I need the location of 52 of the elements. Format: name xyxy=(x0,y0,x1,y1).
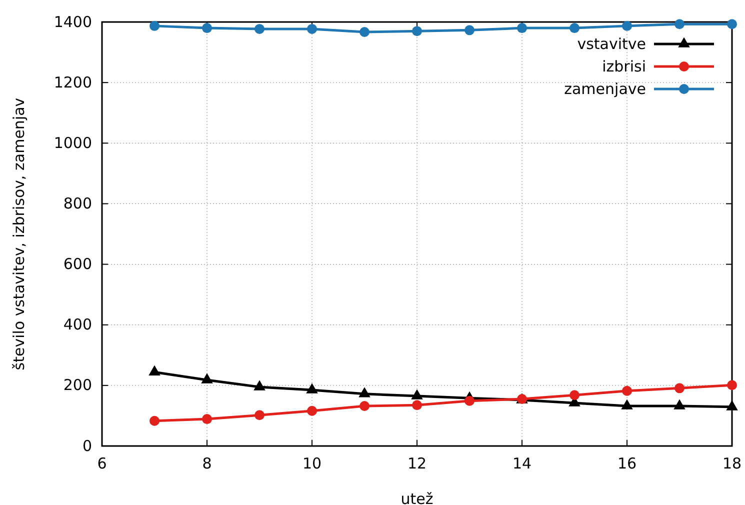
point xyxy=(570,23,580,34)
point xyxy=(411,389,423,400)
point xyxy=(201,373,213,384)
point xyxy=(621,399,633,410)
x-tick-label: 12 xyxy=(407,454,427,473)
y-tick-label: 800 xyxy=(63,194,92,213)
x-tick-label: 14 xyxy=(512,454,532,473)
legend-label: zamenjave xyxy=(564,80,646,98)
point xyxy=(358,387,370,398)
x-tick-label: 10 xyxy=(302,454,322,473)
point xyxy=(254,380,266,390)
point xyxy=(307,24,317,34)
x-axis-title: utež xyxy=(400,490,434,505)
point xyxy=(307,406,317,416)
point xyxy=(517,23,527,34)
legend-label: vstavitve xyxy=(577,35,646,53)
point xyxy=(306,383,318,394)
point xyxy=(360,26,370,37)
y-axis-title: število vstavitev, izbrisov, zamenjav xyxy=(10,98,28,370)
point xyxy=(148,365,160,376)
y-tick-label: 1000 xyxy=(54,134,92,152)
x-tick-label: 18 xyxy=(722,454,742,473)
point xyxy=(202,23,212,34)
legend-label: izbrisi xyxy=(602,58,646,76)
point xyxy=(726,400,738,410)
point xyxy=(412,26,422,36)
point xyxy=(674,383,684,394)
point xyxy=(727,19,737,30)
x-tick-label: 16 xyxy=(617,454,637,473)
y-tick-label: 1200 xyxy=(54,73,92,92)
point xyxy=(622,386,632,396)
point xyxy=(254,24,264,34)
x-tick-label: 8 xyxy=(202,454,212,473)
point xyxy=(202,414,212,424)
y-tick-label: 0 xyxy=(82,436,92,455)
point xyxy=(464,396,474,406)
point xyxy=(150,416,160,426)
y-tick-label: 400 xyxy=(63,316,92,334)
point xyxy=(727,380,737,390)
x-tick-label: 6 xyxy=(97,454,107,473)
point xyxy=(674,19,684,30)
point xyxy=(254,410,264,420)
y-tick-label: 600 xyxy=(63,255,92,274)
point xyxy=(150,20,160,31)
point xyxy=(674,399,686,410)
point xyxy=(622,20,632,31)
y-tick-label: 200 xyxy=(63,376,92,394)
point xyxy=(464,25,474,36)
y-tick-label: 1400 xyxy=(54,12,92,31)
point xyxy=(570,390,580,400)
point xyxy=(360,401,370,412)
point xyxy=(412,400,422,410)
